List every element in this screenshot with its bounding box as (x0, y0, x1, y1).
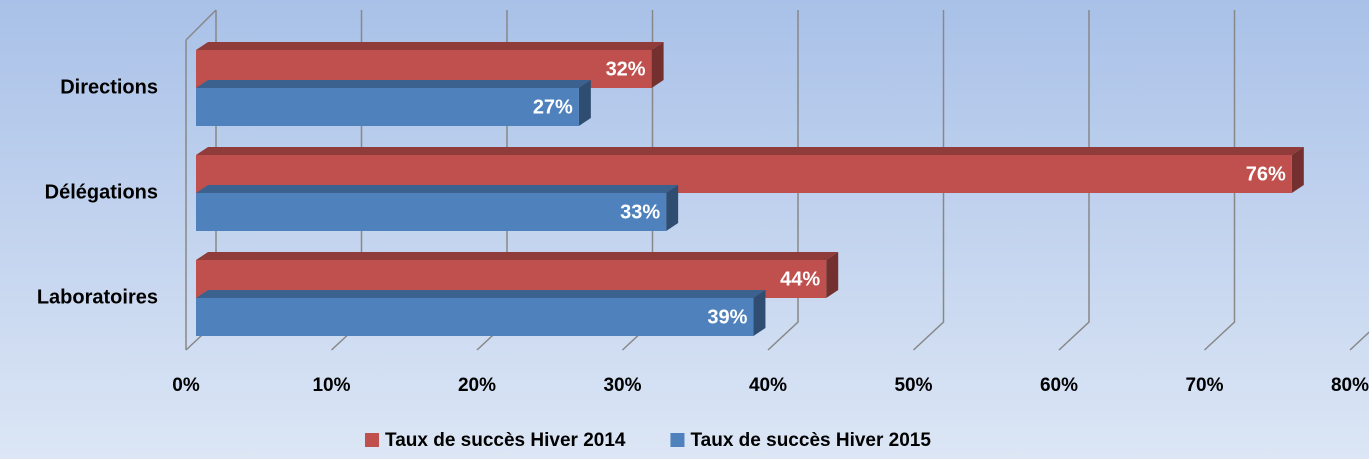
x-tick-label: 70% (1185, 375, 1223, 396)
bar-front (196, 193, 667, 231)
bar-side (753, 290, 766, 336)
legend-swatch (670, 433, 685, 447)
bar-top (196, 252, 839, 260)
value-label: 76% (1246, 163, 1286, 185)
bar (196, 290, 766, 336)
bar-side (651, 42, 664, 88)
bar-front (196, 298, 754, 336)
bar-top (196, 80, 591, 88)
x-tick-label: 30% (603, 375, 641, 396)
value-label: 27% (533, 96, 573, 118)
bar (196, 185, 679, 231)
grid-line (912, 10, 945, 351)
bar-side (1291, 147, 1304, 193)
bar-side (826, 252, 839, 298)
x-tick-label: 20% (458, 375, 496, 396)
x-tick-label: 40% (749, 375, 787, 396)
grid-line (1203, 10, 1236, 351)
side-wall (185, 9, 217, 41)
bar-top (196, 147, 1304, 155)
legend-label: Taux de succès Hiver 2015 (690, 430, 931, 451)
bar-top (196, 185, 679, 193)
value-label: 44% (780, 268, 820, 290)
category-label: Directions (60, 76, 158, 98)
bar (196, 80, 591, 126)
bar-front (196, 88, 579, 126)
x-tick-label: 60% (1040, 375, 1078, 396)
bar-top (196, 42, 664, 50)
grid-line (767, 10, 799, 351)
bar (196, 147, 1304, 193)
x-tick-label: 50% (894, 375, 932, 396)
x-tick-label: 0% (172, 375, 200, 396)
bar-side (666, 185, 679, 231)
value-label: 39% (707, 306, 747, 328)
category-label: Laboratoires (37, 286, 158, 308)
x-tick-label: 10% (312, 375, 350, 396)
category-label: Délégations (45, 181, 158, 203)
bar-top (196, 290, 766, 298)
x-tick-label: 80% (1331, 375, 1369, 396)
bar-side (578, 80, 591, 126)
value-label: 33% (620, 201, 660, 223)
legend-label: Taux de succès Hiver 2014 (385, 430, 626, 451)
grid-line (1058, 10, 1090, 351)
grid-line (1349, 331, 1369, 351)
legend-swatch (365, 433, 379, 447)
value-label: 32% (606, 58, 646, 80)
